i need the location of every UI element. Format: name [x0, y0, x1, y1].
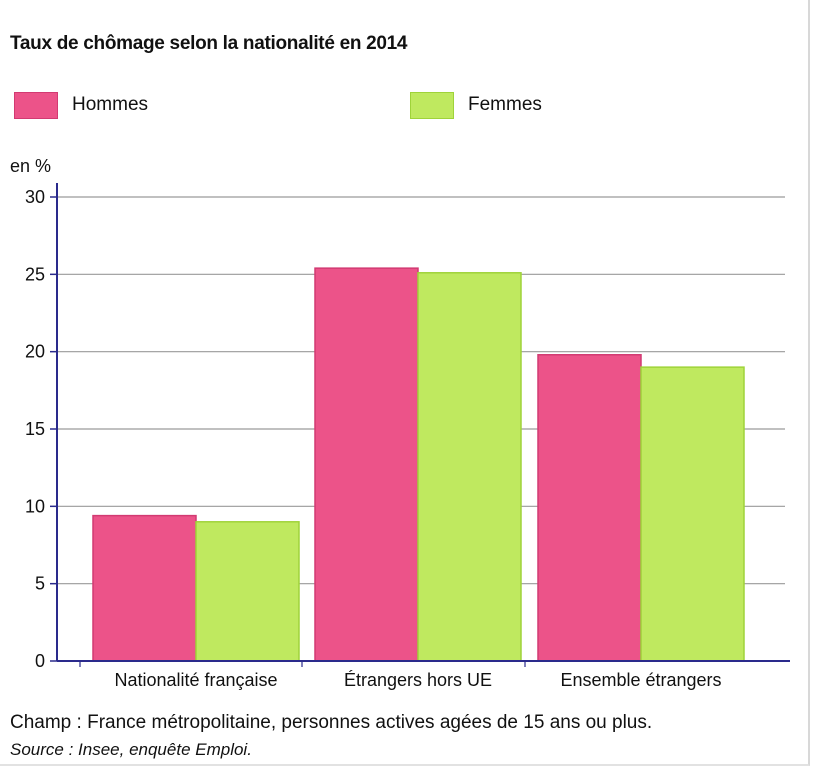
y-tick-label-30: 30 — [25, 187, 45, 207]
chart-title: Taux de chômage selon la nationalité en … — [10, 33, 408, 54]
x-tick-label-1: Nationalité française — [114, 670, 277, 690]
legend-label-hommes: Hommes — [72, 94, 149, 115]
bar-femmes-1 — [195, 521, 300, 662]
legend-swatch-femmes — [410, 91, 454, 119]
x-tick-label-2: Étrangers hors UE — [344, 670, 492, 690]
y-axis-unit-label: en % — [10, 156, 52, 176]
legend-swatch-hommes — [14, 91, 58, 119]
legend-label-femmes: Femmes — [468, 94, 542, 115]
footnote-source: Source : Insee, enquête Emploi. — [10, 740, 252, 759]
y-tick-label-0: 0 — [35, 651, 45, 671]
bar-femmes-3 — [640, 366, 745, 662]
bar-femmes-2 — [417, 272, 522, 662]
legend-item-femmes: Femmes — [410, 90, 542, 120]
bar-hommes-3 — [537, 354, 642, 662]
bar-hommes-2 — [314, 267, 419, 662]
legend-item-hommes: Hommes — [14, 90, 148, 120]
footnote-champ: Champ : France métropolitaine, personnes… — [10, 712, 653, 733]
y-tick-label-5: 5 — [35, 574, 45, 594]
y-tick-label-20: 20 — [25, 342, 45, 362]
y-tick-label-10: 10 — [25, 496, 45, 516]
y-tick-label-25: 25 — [25, 264, 45, 284]
x-tick-label-3: Ensemble étrangers — [560, 670, 721, 690]
bar-hommes-1 — [92, 514, 197, 662]
y-tick-label-15: 15 — [25, 419, 45, 439]
